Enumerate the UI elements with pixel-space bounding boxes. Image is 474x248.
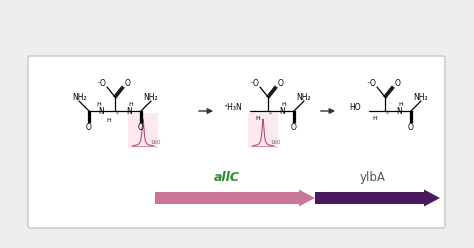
Text: O: O: [138, 123, 144, 131]
Text: NH₂: NH₂: [143, 93, 158, 101]
Text: H: H: [399, 102, 403, 107]
Text: O: O: [291, 123, 297, 131]
Text: N: N: [396, 106, 402, 116]
FancyBboxPatch shape: [28, 56, 445, 228]
Text: allC: allC: [214, 171, 240, 184]
Text: ⁻O: ⁻O: [366, 80, 376, 89]
Text: O: O: [395, 80, 401, 89]
Text: NH₂: NH₂: [72, 93, 87, 101]
Text: H: H: [255, 117, 260, 122]
Text: O: O: [408, 123, 414, 131]
Text: *: *: [268, 112, 272, 117]
Text: O: O: [125, 80, 131, 89]
Bar: [248, 113, 278, 148]
Text: NH₂: NH₂: [413, 93, 428, 101]
Text: ylbA: ylbA: [360, 171, 385, 184]
Text: 160: 160: [270, 140, 281, 145]
Text: ⁻O: ⁻O: [249, 80, 259, 89]
Text: O: O: [86, 123, 92, 131]
Text: H: H: [373, 117, 377, 122]
FancyArrow shape: [155, 189, 315, 207]
Text: 160: 160: [150, 140, 161, 145]
Text: N: N: [279, 106, 285, 116]
Text: HO: HO: [349, 103, 361, 113]
Text: H: H: [107, 119, 111, 124]
Text: ⁺H₃N: ⁺H₃N: [223, 103, 242, 113]
Text: O: O: [278, 80, 284, 89]
Text: N: N: [98, 106, 104, 116]
Text: *: *: [385, 112, 389, 117]
Text: NH₂: NH₂: [296, 93, 311, 101]
Bar: [128, 113, 158, 148]
FancyArrow shape: [315, 189, 440, 207]
Text: H: H: [128, 102, 133, 107]
Text: ⁻O: ⁻O: [96, 80, 106, 89]
Text: *: *: [116, 112, 118, 117]
Text: N: N: [126, 106, 132, 116]
Text: H: H: [97, 102, 101, 107]
Text: H: H: [282, 102, 286, 107]
